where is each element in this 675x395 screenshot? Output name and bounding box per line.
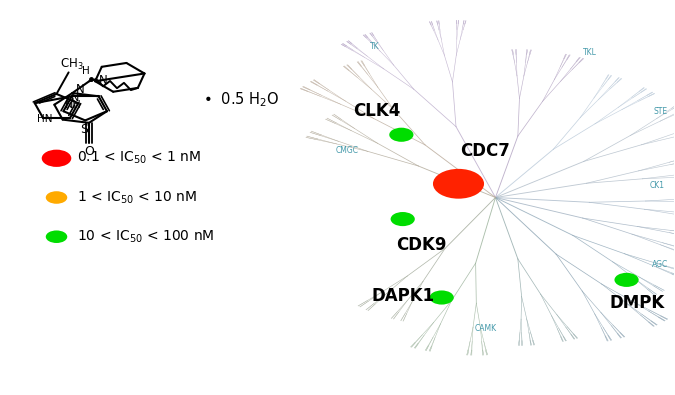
Text: DMPK: DMPK xyxy=(609,294,664,312)
Circle shape xyxy=(391,212,415,226)
Text: CH$_3$: CH$_3$ xyxy=(60,57,84,72)
Circle shape xyxy=(46,191,68,204)
Circle shape xyxy=(433,169,484,199)
Text: 1 < IC$_{50}$ < 10 nM: 1 < IC$_{50}$ < 10 nM xyxy=(77,189,196,206)
Text: CDK9: CDK9 xyxy=(396,235,447,254)
Text: H: H xyxy=(82,66,90,77)
Text: •  0.5 H$_2$O: • 0.5 H$_2$O xyxy=(203,90,279,109)
Text: HN: HN xyxy=(37,114,53,124)
Circle shape xyxy=(46,230,68,243)
Circle shape xyxy=(614,273,639,287)
Text: S: S xyxy=(80,122,88,135)
Text: CAMK: CAMK xyxy=(475,324,496,333)
Circle shape xyxy=(429,290,454,305)
Text: NH: NH xyxy=(65,100,82,111)
Text: DAPK1: DAPK1 xyxy=(371,287,434,305)
Text: CK1: CK1 xyxy=(649,181,664,190)
Circle shape xyxy=(389,128,414,142)
Text: TKL: TKL xyxy=(583,48,597,57)
Text: CLK4: CLK4 xyxy=(353,102,400,120)
Text: AGC: AGC xyxy=(652,260,668,269)
Text: CDC7: CDC7 xyxy=(460,142,510,160)
Text: 10 < IC$_{50}$ < 100 nM: 10 < IC$_{50}$ < 100 nM xyxy=(77,229,214,245)
Text: CMGC: CMGC xyxy=(336,146,359,155)
Text: O: O xyxy=(84,145,94,158)
Text: N: N xyxy=(71,93,79,103)
Text: N: N xyxy=(99,74,107,87)
Text: 0.1 < IC$_{50}$ < 1 nM: 0.1 < IC$_{50}$ < 1 nM xyxy=(77,150,201,166)
Text: N: N xyxy=(76,83,85,96)
Text: STE: STE xyxy=(653,107,667,116)
Text: TK: TK xyxy=(370,42,379,51)
Circle shape xyxy=(42,150,72,167)
